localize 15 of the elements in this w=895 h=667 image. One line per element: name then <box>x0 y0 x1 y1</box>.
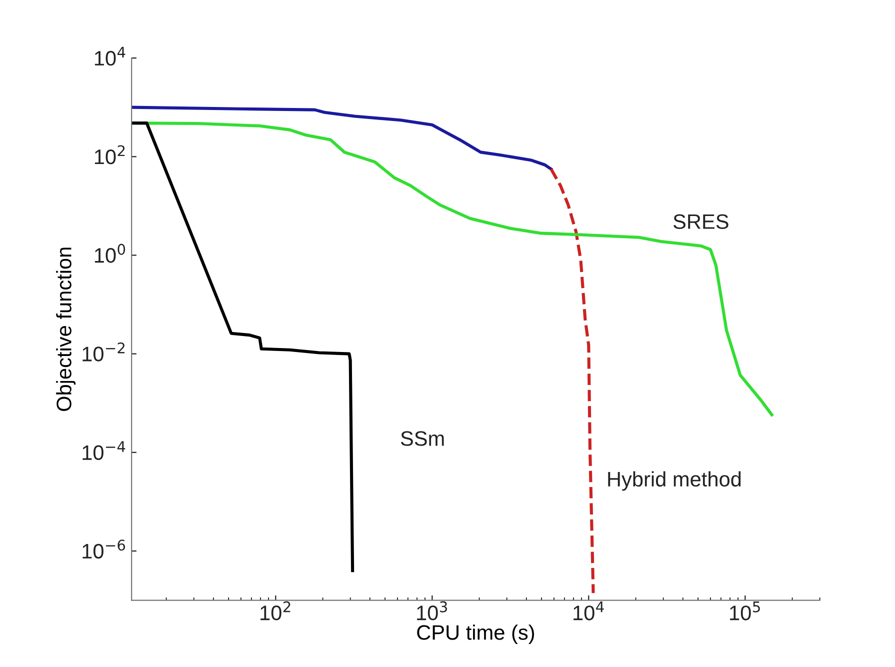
x-axis-title: CPU time (s) <box>417 624 534 644</box>
y-tick-label: 10$^{−2}$ <box>82 342 124 362</box>
y-axis-title: Objective function <box>56 248 76 411</box>
text: SSm <box>400 431 444 446</box>
y-tick-label: 10$^{4}$ <box>94 46 126 66</box>
x-tick-label: 10$^{2}$ <box>260 601 290 620</box>
series-label: SRES <box>673 214 728 230</box>
x-tick-label: 10$^{3}$ <box>417 601 447 620</box>
y-tick-label: 10$^{2}$ <box>94 145 125 164</box>
x-tick-label: 10$^{4}$ <box>574 602 604 620</box>
y-tick-label: 10$^{−6}$ <box>82 540 126 559</box>
y-tick-label: 10$^{0}$ <box>94 244 126 263</box>
x-tick-label: 10$^{5}$ <box>730 602 760 620</box>
y-tick-label: 10$^{−4}$ <box>82 441 126 460</box>
series-label: Hybrid method <box>608 471 741 491</box>
